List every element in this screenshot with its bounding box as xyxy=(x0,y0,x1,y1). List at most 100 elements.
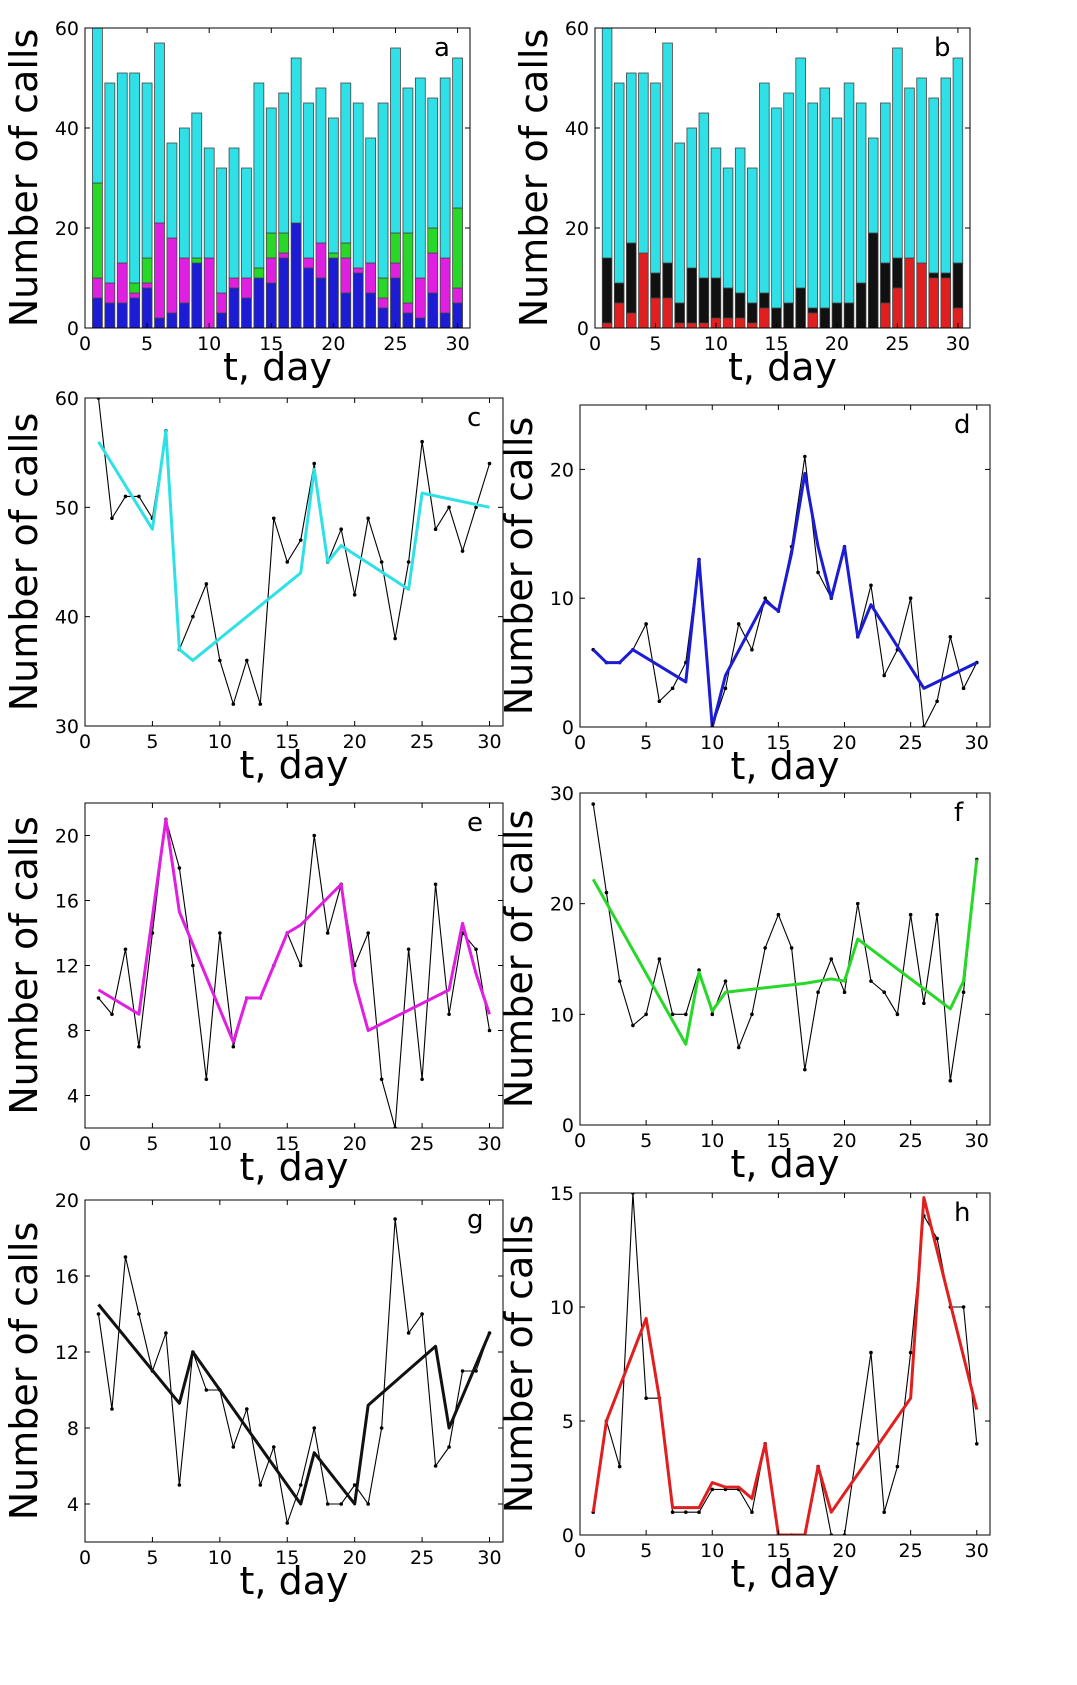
bar-segment-red xyxy=(662,297,673,328)
bar-segment-magenta xyxy=(203,257,215,328)
raw-point xyxy=(110,1407,114,1411)
y-tick-label: 10 xyxy=(550,1297,574,1319)
bar-segment-blue xyxy=(191,262,203,328)
x-tick-label: 10 xyxy=(197,333,221,355)
raw-point xyxy=(298,963,303,968)
x-tick-label: 20 xyxy=(343,1133,367,1155)
raw-point xyxy=(829,957,834,961)
raw-point xyxy=(803,1067,807,1072)
bar-segment-total xyxy=(340,82,352,244)
bar-segment-blue xyxy=(92,297,103,328)
raw-point xyxy=(697,1510,701,1514)
bar-segment-blue xyxy=(265,282,277,328)
y-axis-label: Number of calls xyxy=(497,1215,541,1514)
raw-point xyxy=(908,1350,913,1355)
y-tick-label: 20 xyxy=(550,894,574,916)
axes-frame xyxy=(579,1192,991,1536)
bar-segment-green xyxy=(377,277,389,299)
bar-segment-red xyxy=(638,252,649,328)
bar-segment-magenta xyxy=(377,297,389,309)
raw-point xyxy=(191,963,195,968)
x-tick-label: 30 xyxy=(477,1547,501,1569)
y-axis-label: Number of calls xyxy=(497,417,541,716)
bar-segment-total xyxy=(892,47,903,259)
bar-segment-red xyxy=(759,307,770,328)
bar-segment-blue xyxy=(414,317,426,328)
bar-segment-red xyxy=(626,312,637,328)
bar-segment-blue xyxy=(228,287,240,328)
x-axis-label: t, day xyxy=(240,1559,349,1603)
bar-segment-green xyxy=(340,242,352,259)
bar-segment-blue xyxy=(390,277,401,328)
y-tick-label: 30 xyxy=(55,716,79,738)
bar-segment-magenta xyxy=(278,252,290,259)
raw-point xyxy=(736,1045,741,1050)
bar-segment-total xyxy=(831,117,843,304)
raw-point xyxy=(177,866,182,870)
panel-letter: f xyxy=(954,798,964,828)
x-tick-label: 15 xyxy=(259,333,283,355)
raw-point xyxy=(433,1464,438,1468)
bar-segment-blue xyxy=(315,277,327,328)
raw-point xyxy=(670,1510,675,1514)
raw-point xyxy=(723,979,728,983)
bar-segment-blue xyxy=(166,312,178,328)
plot-area xyxy=(92,28,463,328)
raw-point xyxy=(285,1521,290,1525)
x-tick-label: 15 xyxy=(275,731,299,753)
raw-point xyxy=(670,686,675,691)
bar-segment-total xyxy=(626,72,637,244)
axes-frame xyxy=(84,802,504,1129)
bar-segment-magenta xyxy=(216,292,227,314)
bar-segment-black xyxy=(759,292,770,309)
x-axis-label: t, day xyxy=(223,345,332,389)
raw-point xyxy=(339,1502,343,1506)
bar-segment-magenta xyxy=(390,262,401,279)
x-axis-label: t, day xyxy=(731,1552,840,1596)
raw-point xyxy=(393,636,397,641)
bar-segment-total xyxy=(216,167,227,294)
x-tick-label: 0 xyxy=(574,1130,586,1152)
bar-segment-blue xyxy=(340,292,352,328)
bar-segment-total xyxy=(698,112,710,279)
raw-point xyxy=(352,593,357,597)
x-tick-label: 5 xyxy=(649,333,661,355)
x-tick-label: 5 xyxy=(640,732,652,754)
bar-segment-blue xyxy=(377,307,389,328)
raw-point xyxy=(258,702,263,706)
y-tick-label: 16 xyxy=(55,1266,79,1288)
plot-area xyxy=(96,817,492,1128)
raw-point xyxy=(123,947,128,952)
raw-point xyxy=(935,699,939,704)
bar-segment-red xyxy=(880,302,891,328)
bar-segment-red xyxy=(747,322,758,328)
bar-segment-red xyxy=(686,322,698,328)
bar-segment-blue xyxy=(154,317,165,328)
x-tick-label: 30 xyxy=(445,333,469,355)
bar-segment-total xyxy=(795,57,806,289)
y-tick-label: 8 xyxy=(67,1021,79,1043)
bar-segment-black xyxy=(650,272,661,299)
panel-letter: e xyxy=(467,808,483,838)
raw-point xyxy=(312,1426,317,1430)
x-tick-label: 10 xyxy=(700,1540,724,1562)
x-tick-label: 25 xyxy=(899,1540,923,1562)
y-tick-label: 40 xyxy=(55,118,79,140)
y-tick-label: 10 xyxy=(550,1004,574,1026)
x-axis-label: t, day xyxy=(240,1145,349,1189)
bar-segment-magenta xyxy=(104,282,116,304)
raw-point xyxy=(312,461,317,466)
y-axis-label: Number of calls xyxy=(497,810,541,1109)
x-tick-label: 10 xyxy=(704,333,728,355)
raw-point xyxy=(895,1012,900,1017)
fit-series-line xyxy=(97,429,490,662)
raw-point xyxy=(922,1001,926,1006)
y-tick-label: 10 xyxy=(550,588,574,610)
raw-point xyxy=(948,635,953,639)
raw-point xyxy=(245,658,249,663)
raw-point xyxy=(420,439,424,444)
plot-area xyxy=(96,1217,492,1526)
raw-point xyxy=(644,622,648,626)
raw-point xyxy=(869,979,873,983)
bar-segment-total xyxy=(377,102,389,279)
